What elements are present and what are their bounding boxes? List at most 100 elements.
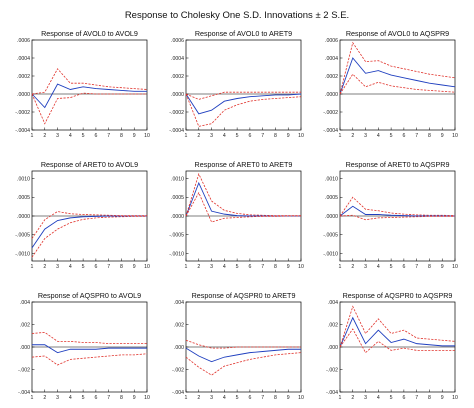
x-tick-label: 2 <box>43 395 46 401</box>
x-tick-label: 4 <box>377 395 380 401</box>
lower-band-line <box>339 328 455 354</box>
y-tick-label: .000 <box>328 345 338 351</box>
y-tick-label: .004 <box>328 300 338 306</box>
x-tick-label: 5 <box>390 395 393 401</box>
plot-frame <box>31 39 148 131</box>
y-tick-label: .0002 <box>325 74 338 80</box>
y-tick-label: .004 <box>174 300 184 306</box>
panel-title: Response of ARET0 to ARET9 <box>195 160 293 169</box>
upper-band-line <box>339 305 456 348</box>
x-tick-label: 1 <box>185 395 188 401</box>
y-tick-label: -.002 <box>172 367 184 373</box>
plot-frame <box>185 39 302 131</box>
x-tick-label: 9 <box>441 264 444 270</box>
x-tick-label: 8 <box>428 395 431 401</box>
x-tick-label: 10 <box>452 264 458 270</box>
x-tick-label: 4 <box>69 133 72 139</box>
x-tick-label: 1 <box>31 264 34 270</box>
x-tick-label: 8 <box>274 264 277 270</box>
y-tick-label: .0004 <box>17 56 30 62</box>
x-tick-label: 2 <box>197 133 200 139</box>
x-tick-label: 4 <box>69 395 72 401</box>
y-tick-label: .0006 <box>171 38 184 44</box>
x-tick-label: 8 <box>120 264 123 270</box>
response-line <box>185 93 302 115</box>
x-tick-label: 4 <box>223 395 226 401</box>
x-tick-label: 10 <box>144 264 150 270</box>
x-tick-label: 9 <box>287 264 290 270</box>
x-tick-label: 3 <box>56 395 59 401</box>
y-tick-label: .0000 <box>171 214 184 220</box>
panel-title: Response of ARET0 to AQSPR9 <box>346 160 450 169</box>
lower-band-line <box>185 93 302 127</box>
x-tick-label: 7 <box>107 395 110 401</box>
y-tick-label: -.002 <box>18 367 30 373</box>
x-tick-label: 4 <box>377 264 380 270</box>
y-tick-label: .000 <box>20 345 30 351</box>
x-tick-label: 6 <box>94 133 97 139</box>
panel-title: Response of AVOL0 to AVOL9 <box>41 29 138 38</box>
x-tick-label: 4 <box>377 133 380 139</box>
x-tick-label: 3 <box>210 395 213 401</box>
y-tick-label: .0010 <box>171 176 184 182</box>
x-tick-label: 2 <box>197 395 200 401</box>
y-tick-label: .0010 <box>325 176 338 182</box>
x-tick-label: 7 <box>107 264 110 270</box>
y-tick-label: -.0010 <box>323 251 338 257</box>
x-tick-label: 2 <box>351 133 354 139</box>
x-tick-label: 1 <box>185 133 188 139</box>
x-tick-label: 1 <box>31 133 34 139</box>
x-tick-label: 7 <box>415 264 418 270</box>
y-tick-label: -.0002 <box>323 110 338 116</box>
x-tick-label: 7 <box>415 133 418 139</box>
y-tick-label: .0010 <box>17 176 30 182</box>
response-line <box>31 83 147 109</box>
x-tick-label: 6 <box>402 133 405 139</box>
x-tick-label: 9 <box>287 395 290 401</box>
x-tick-label: 8 <box>120 395 123 401</box>
x-tick-label: 5 <box>390 264 393 270</box>
x-tick-label: 8 <box>120 133 123 139</box>
y-tick-label: -.0005 <box>169 233 184 239</box>
y-tick-label: .0006 <box>325 38 338 44</box>
y-tick-label: -.0005 <box>323 233 338 239</box>
x-tick-label: 2 <box>43 264 46 270</box>
panel-title: Response of AVOL0 to ARET9 <box>195 29 292 38</box>
lower-band-line <box>185 352 302 376</box>
x-tick-label: 10 <box>298 133 304 139</box>
x-tick-label: 6 <box>94 395 97 401</box>
x-tick-label: 9 <box>133 395 136 401</box>
x-tick-label: 3 <box>210 264 213 270</box>
upper-band-line <box>185 172 301 217</box>
x-tick-label: 2 <box>351 264 354 270</box>
x-tick-label: 7 <box>261 133 264 139</box>
y-tick-label: .0000 <box>325 214 338 220</box>
y-tick-label: -.002 <box>326 367 338 373</box>
x-tick-label: 2 <box>43 133 46 139</box>
upper-band-line <box>185 91 301 100</box>
x-tick-label: 7 <box>261 264 264 270</box>
y-tick-label: .0000 <box>171 92 184 98</box>
x-tick-label: 5 <box>236 264 239 270</box>
y-tick-label: .002 <box>328 322 338 328</box>
panel-title: Response of AQSPR0 to AQSPR9 <box>343 291 453 300</box>
panel-title: Response of AQSPR0 to AVOL9 <box>38 291 141 300</box>
y-tick-label: .002 <box>174 322 184 328</box>
x-tick-label: 3 <box>364 264 367 270</box>
y-tick-label: -.0004 <box>15 128 30 134</box>
x-tick-label: 3 <box>56 264 59 270</box>
y-tick-label: -.004 <box>326 390 338 396</box>
x-tick-label: 3 <box>364 395 367 401</box>
x-tick-label: 5 <box>390 133 393 139</box>
x-tick-label: 3 <box>364 133 367 139</box>
x-tick-label: 5 <box>236 395 239 401</box>
y-tick-label: .0002 <box>17 74 30 80</box>
lower-band-line <box>31 215 147 258</box>
panel-title: Response of ARET0 to AVOL9 <box>41 160 138 169</box>
x-tick-label: 5 <box>236 133 239 139</box>
figure-title: Response to Cholesky One S.D. Innovation… <box>124 10 350 21</box>
x-tick-label: 2 <box>197 264 200 270</box>
response-line <box>31 215 147 249</box>
y-tick-label: -.0002 <box>169 110 184 116</box>
y-tick-label: .0000 <box>17 92 30 98</box>
